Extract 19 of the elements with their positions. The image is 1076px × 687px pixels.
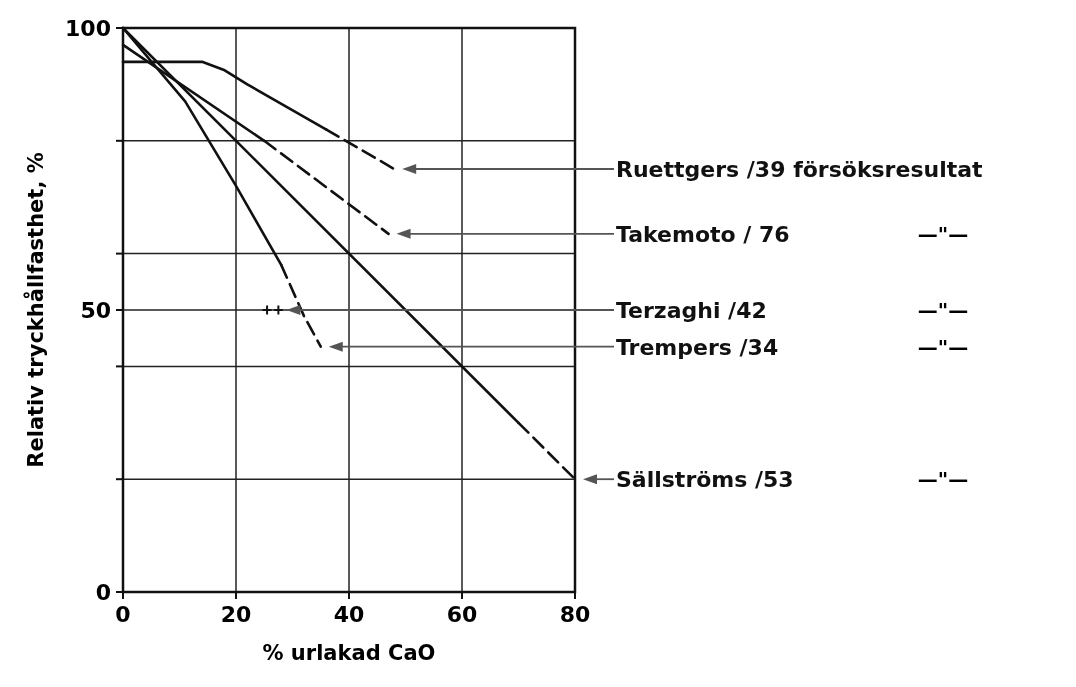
series-label: Sällströms /53	[616, 467, 794, 493]
y-tick-label: 100	[65, 16, 111, 41]
x-tick-label: 60	[446, 602, 478, 627]
x-axis-title: % urlakad CaO	[262, 641, 436, 665]
text: —"—	[917, 467, 969, 492]
x-tick-label: 20	[220, 602, 252, 627]
text: —"—	[917, 221, 969, 246]
y-tick-label: 0	[95, 580, 111, 605]
y-axis-title: Relativ tryckhållfasthet, %	[23, 152, 48, 468]
text: Terzaghi /42	[616, 298, 767, 323]
x-tick-label: 40	[333, 602, 365, 627]
text: Takemoto / 76	[616, 221, 790, 247]
x-tick-label: 0	[115, 602, 131, 627]
text: —"—	[917, 334, 969, 359]
text: Trempers /34	[616, 334, 779, 360]
x-tick-label: 80	[559, 602, 591, 627]
text: —"—	[917, 298, 969, 322]
text: Ruettgers /39 försöksresultat	[616, 157, 984, 182]
y-tick-label: 50	[80, 298, 111, 323]
